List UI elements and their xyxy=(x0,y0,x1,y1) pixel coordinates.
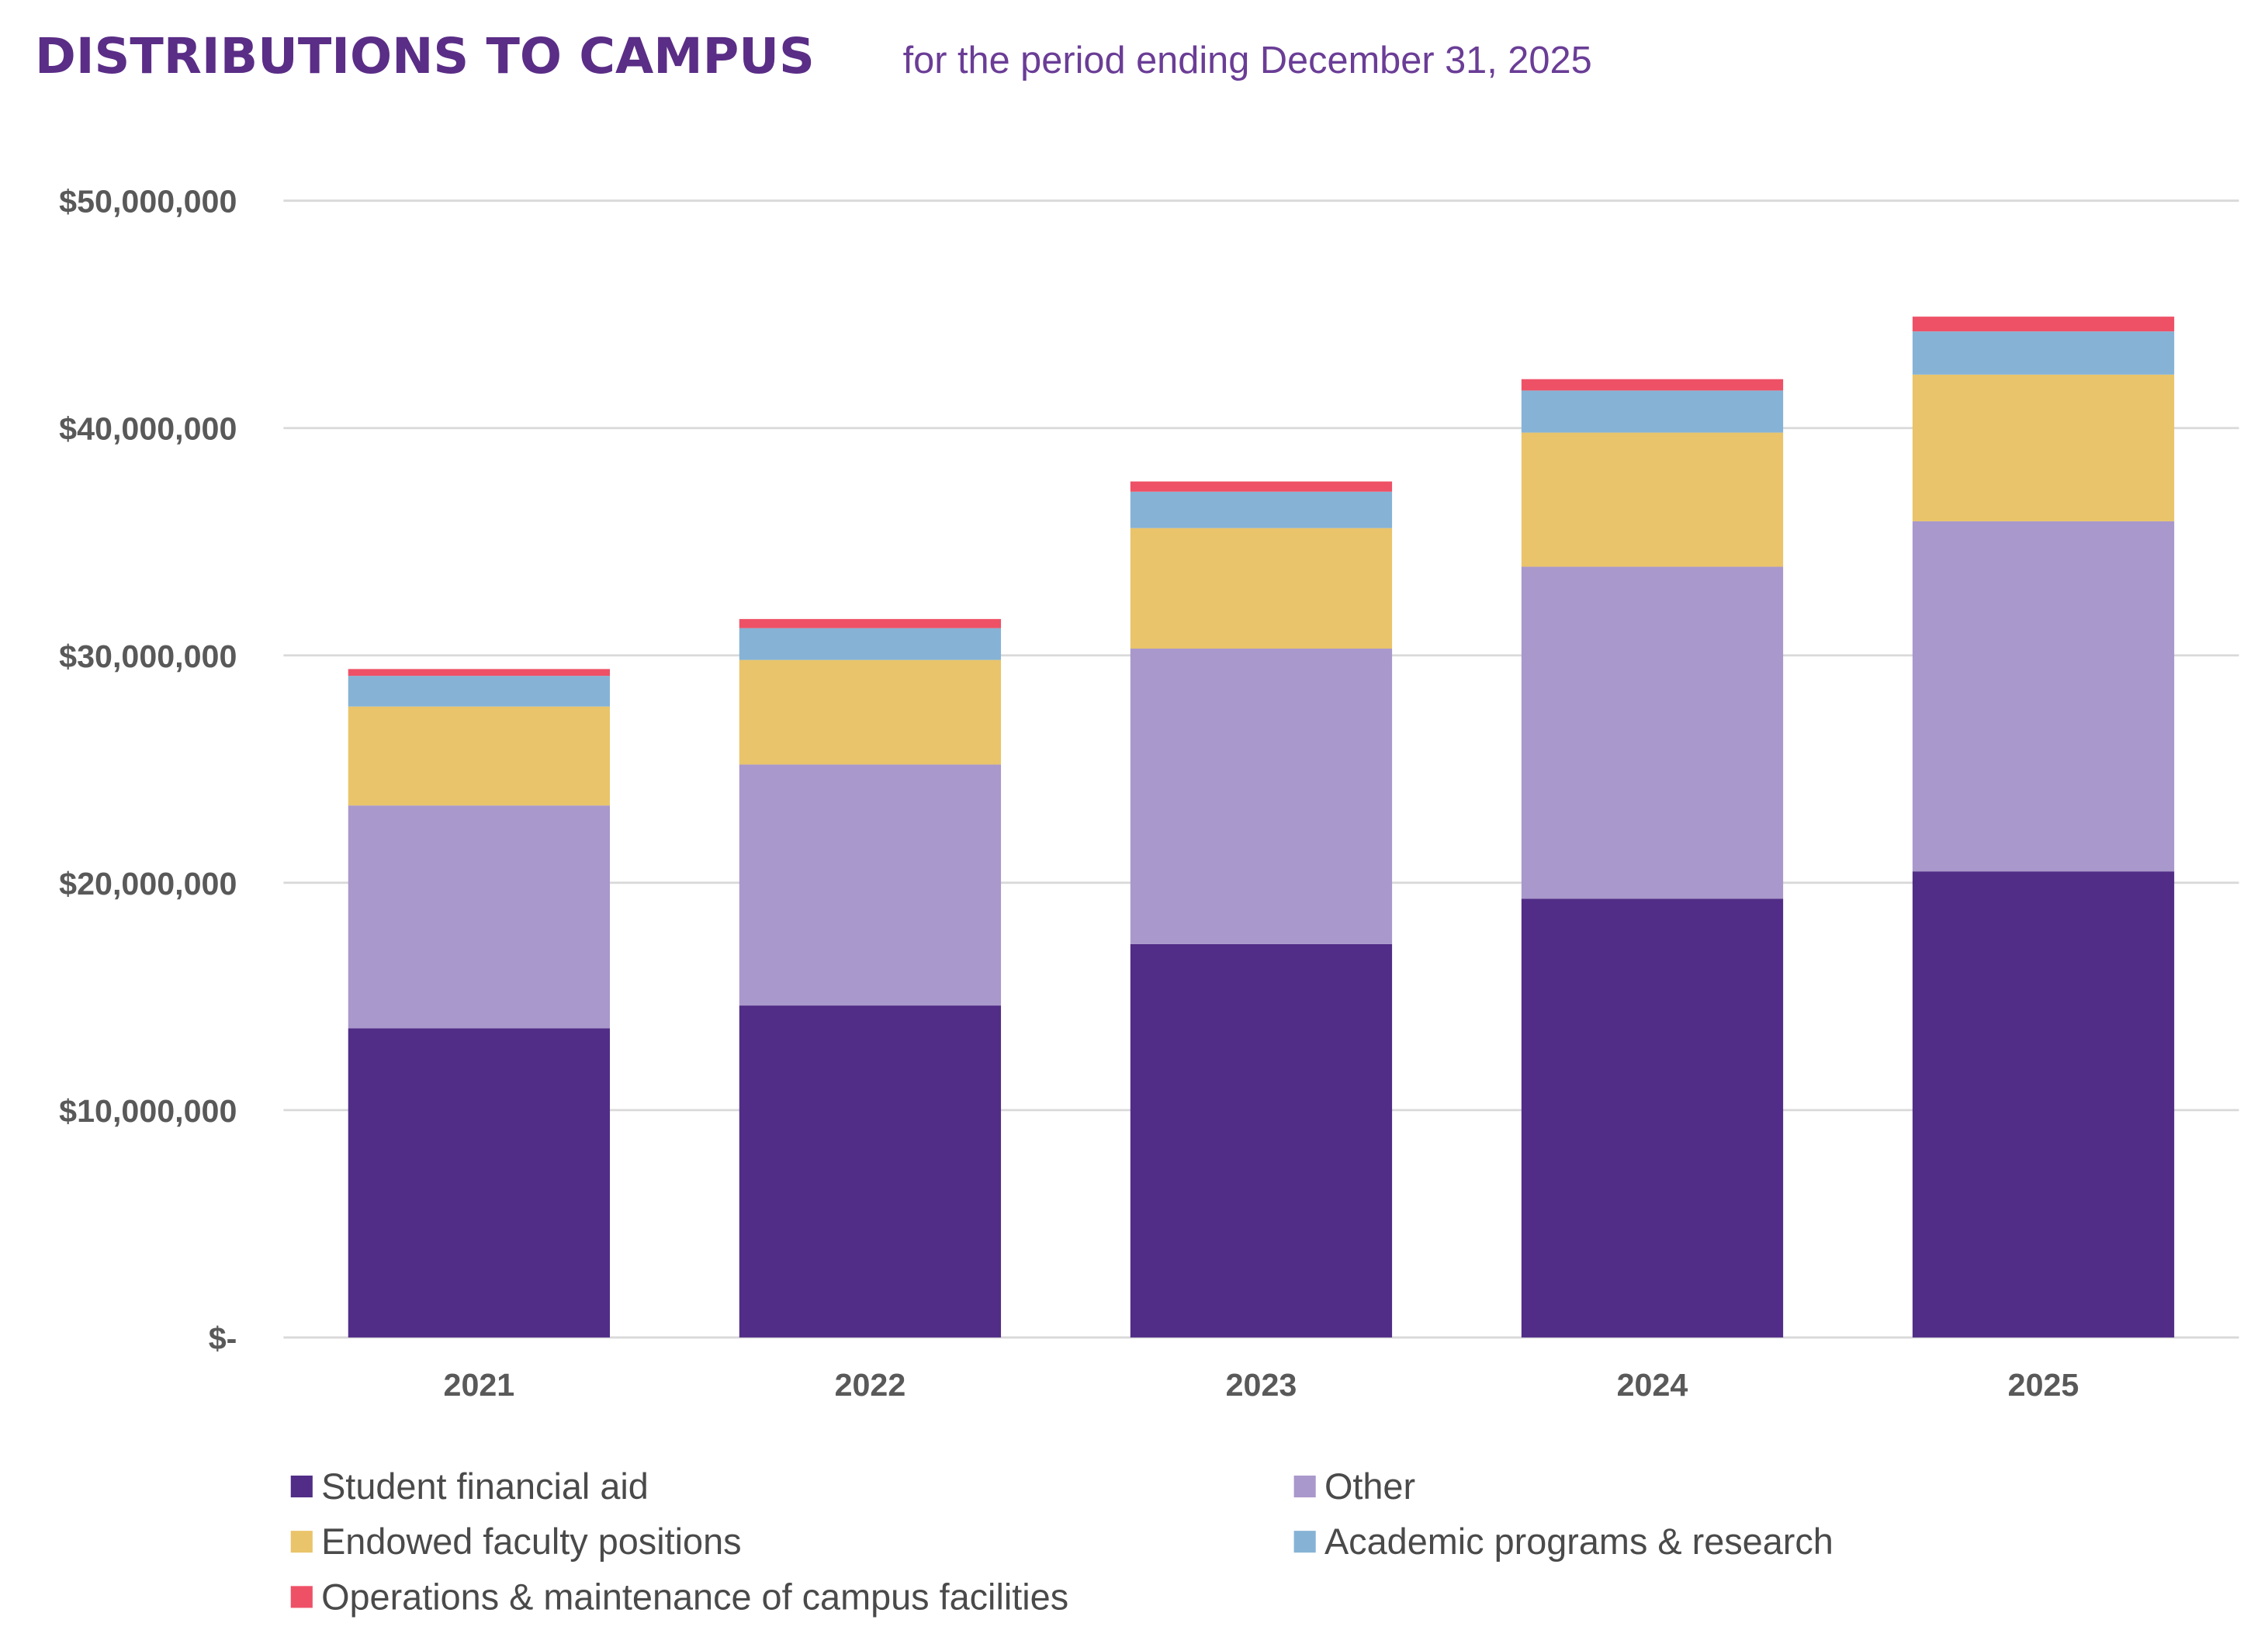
legend-swatch xyxy=(290,1531,313,1553)
legend-item: Other xyxy=(1293,1466,1415,1507)
y-axis: $- $10,000,000 $20,000,000 $30,000,000 $40,0… xyxy=(59,184,237,1356)
x-axis: 2021 2022 2023 2024 2025 xyxy=(444,1367,2079,1403)
bar-segment-2025-0 xyxy=(1912,871,2175,1338)
y-tick-label: $10,000,000 xyxy=(59,1093,237,1129)
bar-segment-2024-2 xyxy=(1521,432,1784,567)
y-tick-label: $40,000,000 xyxy=(59,411,237,447)
legend-swatch xyxy=(1293,1531,1316,1553)
legend-label: Endowed faculty positions xyxy=(321,1521,741,1562)
bar-segment-2023-4 xyxy=(1130,481,1393,492)
bar-segment-2022-2 xyxy=(739,659,1002,765)
bar-segment-2023-3 xyxy=(1130,491,1393,528)
bar-segment-2021-3 xyxy=(348,676,611,707)
legend-swatch xyxy=(290,1586,313,1608)
bar-segment-2023-1 xyxy=(1130,648,1393,944)
bar-segment-2024-4 xyxy=(1521,379,1784,391)
bar-segment-2021-2 xyxy=(348,706,611,806)
legend: Student financial aid Other Endowed facult… xyxy=(290,1466,1833,1617)
x-tick-label: 2025 xyxy=(2008,1367,2079,1403)
legend-label: Operations & maintenance of campus facil… xyxy=(321,1576,1068,1617)
y-tick-label: $30,000,000 xyxy=(59,639,237,674)
bar-segment-2022-4 xyxy=(739,618,1002,628)
x-tick-label: 2023 xyxy=(1226,1367,1297,1403)
bar-segment-2025-4 xyxy=(1912,317,2175,332)
bar-segment-2021-0 xyxy=(348,1028,611,1338)
x-tick-label: 2021 xyxy=(444,1367,515,1403)
y-tick-label: $- xyxy=(209,1320,237,1356)
legend-item: Student financial aid xyxy=(290,1466,649,1507)
bar-segment-2022-3 xyxy=(739,628,1002,660)
bar-segment-2024-1 xyxy=(1521,566,1784,899)
legend-swatch xyxy=(290,1475,313,1498)
bar-segment-2025-3 xyxy=(1912,331,2175,375)
bar-segment-2024-3 xyxy=(1521,390,1784,433)
legend-item: Endowed faculty positions xyxy=(290,1521,742,1562)
bar-segment-2024-0 xyxy=(1521,898,1784,1338)
bar-segment-2023-2 xyxy=(1130,528,1393,649)
x-tick-label: 2022 xyxy=(835,1367,906,1403)
y-tick-label: $20,000,000 xyxy=(59,866,237,902)
legend-item: Operations & maintenance of campus facil… xyxy=(290,1576,1068,1617)
y-tick-label: $50,000,000 xyxy=(59,184,237,220)
legend-swatch xyxy=(1293,1475,1316,1498)
chart-subtitle: for the period ending December 31, 2025 xyxy=(903,40,1592,81)
bar-segment-2025-2 xyxy=(1912,374,2175,521)
bar-segment-2021-1 xyxy=(348,805,611,1029)
legend-item: Academic programs & research xyxy=(1293,1521,1833,1562)
legend-label: Student financial aid xyxy=(321,1466,649,1507)
legend-label: Academic programs & research xyxy=(1324,1521,1833,1562)
bar-segment-2023-0 xyxy=(1130,943,1393,1338)
bar-segment-2022-0 xyxy=(739,1005,1002,1338)
bar-segment-2022-1 xyxy=(739,764,1002,1006)
x-tick-label: 2024 xyxy=(1617,1367,1688,1403)
legend-label: Other xyxy=(1324,1466,1415,1507)
bar-segment-2025-1 xyxy=(1912,521,2175,872)
bar-segment-2021-4 xyxy=(348,669,611,677)
chart-title: DISTRIBUTIONS TO CAMPUS xyxy=(35,28,815,85)
bars xyxy=(348,317,2175,1338)
